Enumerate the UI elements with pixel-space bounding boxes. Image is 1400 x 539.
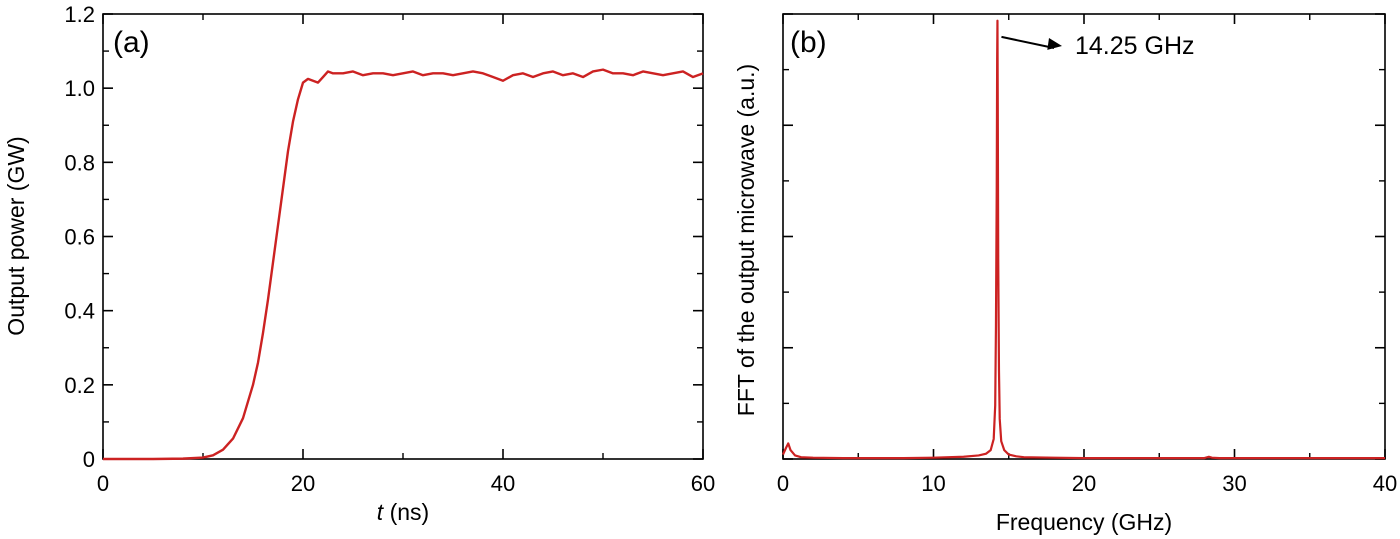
panel-a-x-axis-label: t (ns) — [377, 499, 429, 525]
panel-a-x-tick-label: 60 — [691, 471, 715, 496]
panel-a-y-tick-label: 0.8 — [64, 150, 95, 175]
panel-b-x-tick-label: 40 — [1373, 471, 1397, 496]
annotation-arrow-head — [1047, 38, 1062, 50]
panel-a-y-tick-label: 0.2 — [64, 373, 95, 398]
panel-b-x-tick-label: 10 — [921, 471, 945, 496]
panel-b-y-axis-label: FFT of the output microwave (a.u.) — [733, 64, 759, 416]
panel-a-y-tick-label: 0.6 — [64, 225, 95, 250]
panel-a-y-axis-label: Output power (GW) — [3, 136, 29, 335]
panel-a-x-tick-label: 20 — [291, 471, 315, 496]
panel-b-x-tick-label: 20 — [1072, 471, 1096, 496]
panel-a-y-tick-label: 0.4 — [64, 299, 95, 324]
annotation-arrow-line — [1001, 35, 1055, 49]
panel-a-x-axis-label-rest: (ns) — [383, 499, 429, 525]
panel-a-x-axis-label-italic: t — [377, 499, 385, 525]
annotation-text: 14.25 GHz — [1075, 32, 1195, 60]
panel-b-ticks: 0 10 20 30 40 — [777, 13, 1397, 496]
panel-b-label: (b) — [790, 26, 827, 59]
panel-a-x-tick-label: 0 — [97, 471, 109, 496]
panel-b-frame — [782, 13, 1386, 460]
panel-a-label: (a) — [113, 26, 150, 59]
panel-b-x-axis-label: Frequency (GHz) — [996, 509, 1172, 535]
panel-a-ticks: 0 20 40 60 0 0.2 0.4 0.6 0.8 1.0 1.2 — [64, 2, 715, 496]
panel-a-y-tick-label: 1.0 — [64, 76, 95, 101]
panel-a-frame — [102, 13, 704, 460]
panel-a-y-tick-label: 1.2 — [64, 2, 95, 27]
panel-b-series-line — [781, 19, 1385, 460]
panel-a-series-line — [103, 68, 704, 461]
panel-a: (a) t (ns) Output power (GW) 0 20 40 60 0 0.2… — [3, 2, 715, 525]
panel-a-y-tick-label: 0 — [83, 447, 95, 472]
panel-b-x-tick-label: 30 — [1222, 471, 1246, 496]
panel-a-x-tick-label: 40 — [491, 471, 515, 496]
panel-b: (b) Frequency (GHz) FFT of the output mi… — [733, 13, 1397, 535]
panel-b-annotation: 14.25 GHz — [1001, 32, 1195, 60]
panel-b-x-tick-label: 0 — [777, 471, 789, 496]
